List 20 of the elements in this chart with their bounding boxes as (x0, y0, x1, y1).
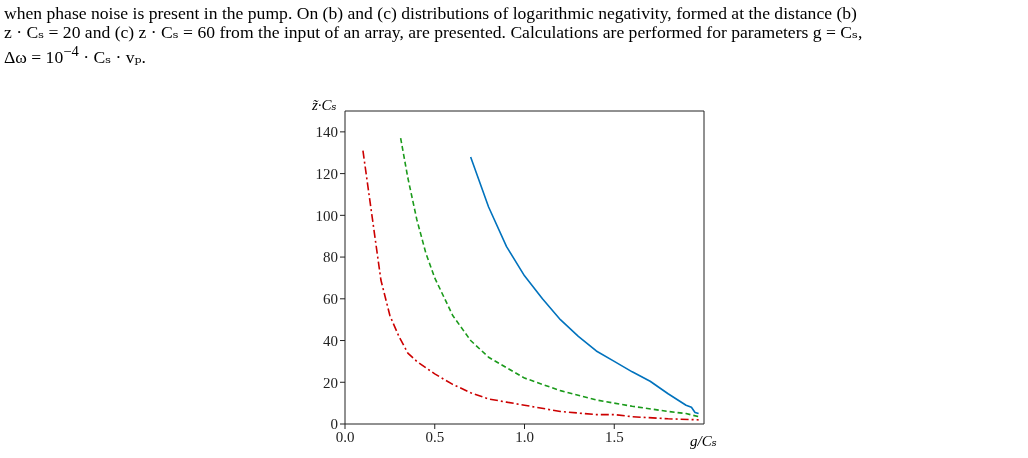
y-tick-label: 20 (323, 374, 338, 391)
y-tick-label: 40 (323, 332, 338, 349)
y-tick-label: 120 (315, 165, 338, 182)
x-tick-label: 0.0 (335, 428, 355, 445)
text: z · Cₛ = 20 and (c) z · Cₛ = 60 from the input of an array, are presented. Calculations are performed for parameters g = Cₛ, (4, 22, 863, 42)
y-tick-label: 80 (323, 249, 338, 266)
y-tick-label: 100 (315, 207, 338, 224)
y-tick-label: 140 (315, 124, 338, 141)
line-series (362, 149, 700, 421)
line-series (469, 156, 700, 415)
x-axis-title: g/Cₛ (690, 432, 717, 450)
x-tick-label: 1.0 (515, 428, 534, 445)
text: Δω = 10$^{−4}$ · Cₛ · vₚ. (4, 42, 148, 67)
x-tick-label: 1.5 (604, 428, 624, 445)
y-tick-label: 0 (330, 416, 338, 433)
y-tick-label: 60 (323, 291, 338, 308)
y-axis-title: z̃·Cₛ (312, 96, 337, 114)
text: when phase noise is present in the pump. On (b) and (c) distributions of logarithmic negativity, formed at the distance (b) (4, 3, 858, 23)
x-tick-label: 0.5 (425, 428, 445, 445)
line-series (399, 137, 700, 418)
